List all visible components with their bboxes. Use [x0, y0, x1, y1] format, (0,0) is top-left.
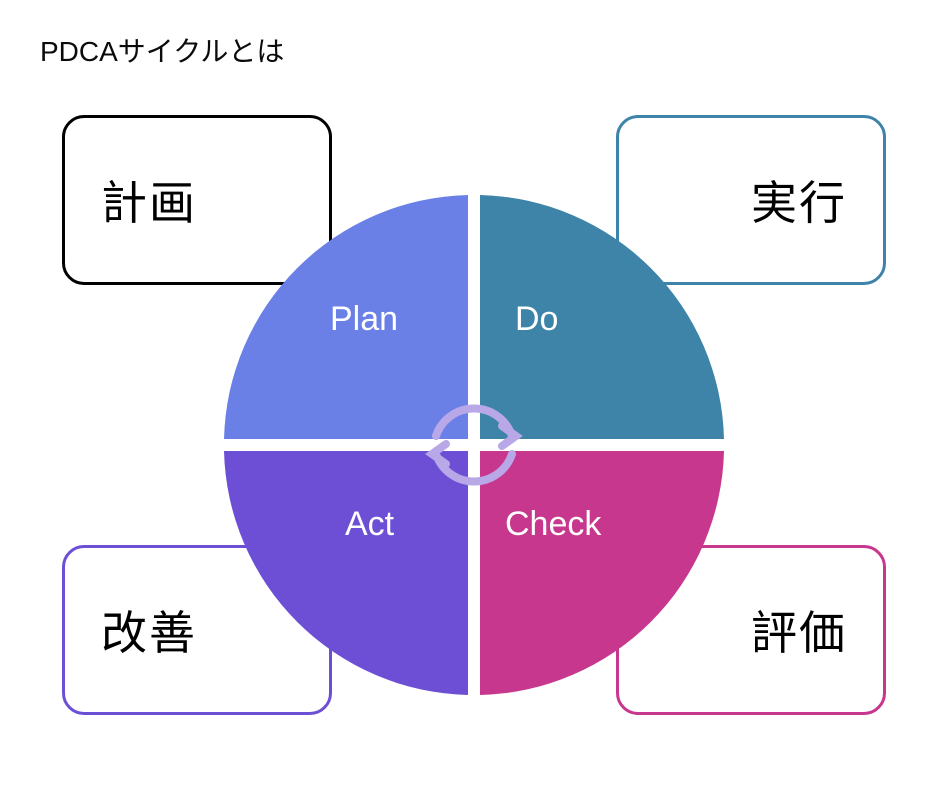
quadrant-plan-label: Plan	[330, 300, 398, 339]
quadrant-check	[480, 451, 724, 695]
pdca-circle	[0, 0, 948, 786]
quadrant-act-label: Act	[345, 505, 394, 544]
pdca-diagram: PDCAサイクルとは 計画 実行 改善 評価 Plan Do Ac	[0, 0, 948, 786]
cycle-arrows-icon	[432, 408, 516, 481]
quadrant-do-label: Do	[515, 300, 558, 339]
quadrant-check-label: Check	[505, 505, 601, 544]
quadrant-act	[224, 451, 468, 695]
